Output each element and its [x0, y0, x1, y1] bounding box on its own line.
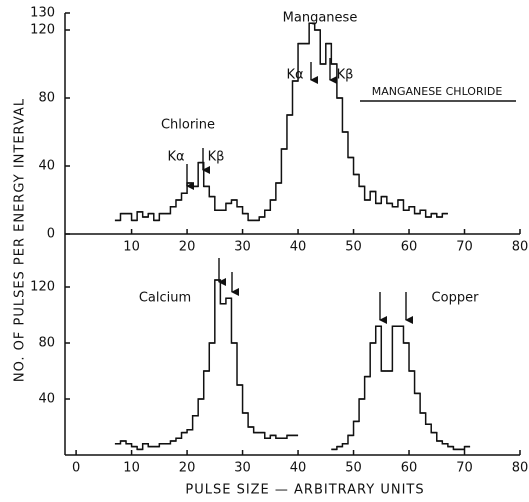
y-tick-label: 40	[38, 159, 55, 174]
y-tick-label: 80	[38, 336, 55, 351]
step-risers	[331, 325, 471, 451]
annotation: Calcium	[139, 291, 191, 306]
annotation: Kα	[286, 68, 303, 83]
annotation: Copper	[432, 291, 480, 306]
x-tick-label: 30	[234, 461, 251, 476]
annotation: Kβ	[337, 68, 354, 83]
x-tick-label: 80	[512, 461, 529, 476]
y-tick-label: 120	[30, 23, 55, 38]
annotation: Kα	[167, 150, 184, 165]
step-risers	[114, 22, 448, 222]
y-tick-label: 40	[38, 392, 55, 407]
x-tick-label: 40	[290, 240, 307, 255]
annotation: Kβ	[208, 150, 225, 165]
x-tick-label: 70	[456, 240, 473, 255]
step-risers	[114, 279, 299, 451]
x-tick-label: 30	[234, 240, 251, 255]
x-tick-label: 50	[345, 461, 362, 476]
y-tick-label: 0	[47, 227, 55, 242]
annotation: Chlorine	[161, 118, 215, 133]
x-axis-label: PULSE SIZE — ARBITRARY UNITS	[185, 483, 424, 498]
x-tick-label: 50	[345, 240, 362, 255]
annotation: MANGANESE CHLORIDE	[372, 85, 503, 98]
x-tick-label: 20	[179, 240, 196, 255]
x-tick-label: 40	[290, 461, 307, 476]
x-tick-label: 70	[456, 461, 473, 476]
y-axis-label: NO. OF PULSES PER ENERGY INTERVAL	[13, 98, 28, 382]
x-tick-label: 60	[401, 240, 418, 255]
x-tick-label: 80	[512, 240, 529, 255]
x-tick-label: 60	[401, 461, 418, 476]
x-tick-label: 20	[179, 461, 196, 476]
y-tick-label: 80	[38, 91, 55, 106]
x-tick-label: 10	[123, 240, 140, 255]
x-tick-label: 10	[123, 461, 140, 476]
x-tick-label: 0	[72, 461, 80, 476]
annotation: Manganese	[283, 11, 358, 26]
y-tick-label: 130	[30, 6, 55, 21]
y-tick-label: 120	[30, 280, 55, 295]
